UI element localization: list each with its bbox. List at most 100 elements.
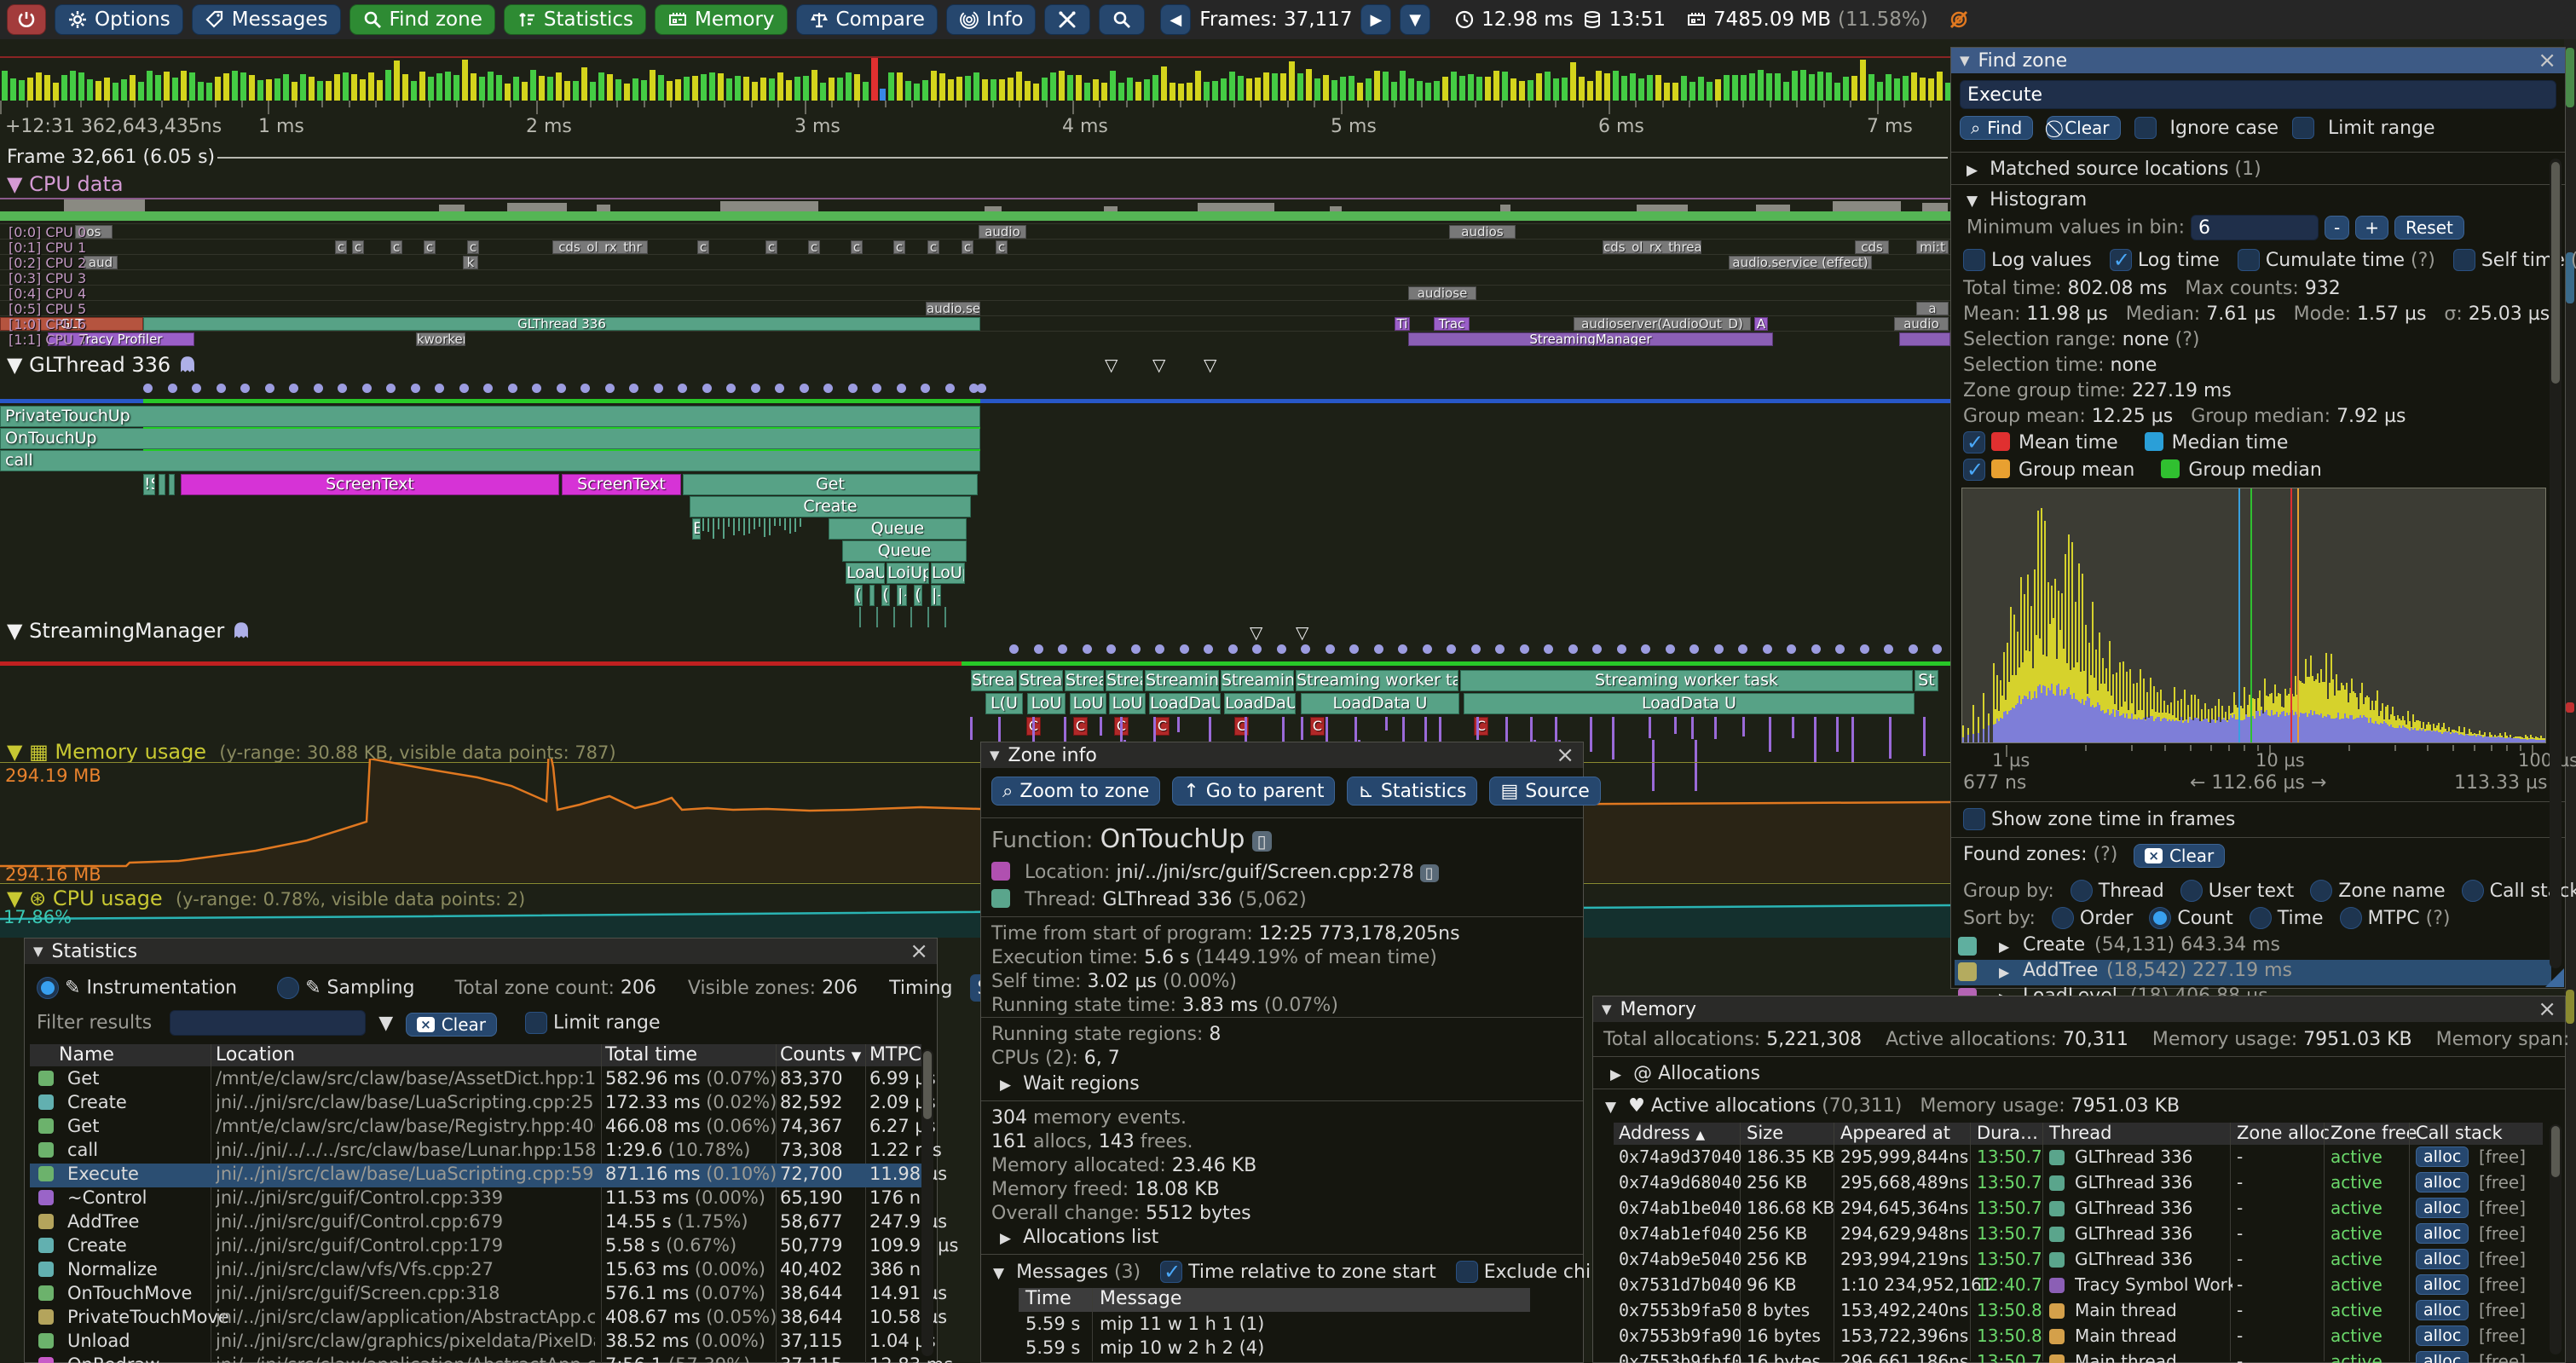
frame-bar[interactable] <box>1314 78 1320 101</box>
table-row[interactable]: OnRedraw jni/../jni/src/claw/application/… <box>30 1354 953 1363</box>
sample-dot[interactable] <box>977 384 986 393</box>
frame-bar[interactable] <box>1408 78 1414 101</box>
col-size[interactable]: Size <box>1747 1123 1784 1143</box>
info-button[interactable]: Info <box>945 4 1037 35</box>
alloc-callstack-button[interactable]: alloc <box>2416 1172 2469 1193</box>
frame-dropdown-button[interactable]: ▼ <box>1400 4 1431 35</box>
frame-bar[interactable] <box>1238 76 1244 101</box>
frame-bar[interactable] <box>1843 77 1849 101</box>
table-row[interactable]: Execute jni/../jni/src/claw/base/LuaScrip… <box>30 1164 947 1187</box>
active-allocations-row[interactable]: ▼ ♥ Active allocations (70,311) Memory u… <box>1605 1095 2180 1117</box>
frame-bar[interactable] <box>777 72 783 101</box>
limit-range-checkbox[interactable] <box>2292 117 2315 139</box>
frame-bar[interactable] <box>1144 79 1150 101</box>
collapsed-zone-marker[interactable]: ▽ <box>1296 622 1309 643</box>
frame-bar[interactable] <box>36 72 42 101</box>
frame-bar[interactable] <box>1272 73 1278 101</box>
frame-bar[interactable] <box>1400 71 1406 101</box>
frame-bar[interactable] <box>1664 83 1670 101</box>
cpu-zone[interactable]: GLT <box>0 317 143 331</box>
frame-bar[interactable] <box>718 73 724 101</box>
messages-button[interactable]: Messages <box>191 4 341 35</box>
frame-bar[interactable] <box>266 79 272 101</box>
streaming-zone[interactable]: Strean <box>971 670 1017 691</box>
streaming-zone[interactable]: St <box>1915 670 1938 691</box>
allocation-row[interactable]: 0x7553b9fa90 16 bytes 153,722,396ns 13:50.8… <box>1614 1325 2543 1351</box>
frame-bar[interactable] <box>667 81 673 101</box>
frame-bar[interactable] <box>598 72 604 101</box>
frame-bar[interactable] <box>360 79 366 101</box>
frame-bar[interactable] <box>351 74 357 101</box>
streaming-zone[interactable]: Streaming worker tas <box>1296 670 1458 691</box>
alloc-callstack-button[interactable]: alloc <box>2416 1198 2469 1218</box>
frame-bar[interactable] <box>104 78 110 101</box>
glthread-zone[interactable]: |- <box>931 585 941 606</box>
cpu-zone[interactable]: c <box>467 240 479 254</box>
frame-bar[interactable] <box>1903 76 1909 101</box>
cpu-zone[interactable]: audiose <box>1408 286 1476 300</box>
frame-bar[interactable] <box>1434 81 1440 101</box>
alloc-callstack-button[interactable]: alloc <box>2416 1300 2469 1320</box>
allocation-row[interactable]: 0x7553b9fa50 8 bytes 153,492,240ns 13:50.8 M… <box>1614 1300 2543 1325</box>
sample-dot[interactable] <box>1131 644 1141 654</box>
streaming-zone[interactable]: C <box>1155 717 1170 736</box>
sample-dot[interactable] <box>459 384 469 393</box>
frame-bar[interactable] <box>897 72 903 101</box>
glthread-zone[interactable]: ScreenText <box>181 474 559 495</box>
sample-dot[interactable] <box>338 384 347 393</box>
sample-dot[interactable] <box>1787 644 1796 654</box>
frame-bar[interactable] <box>1851 76 1857 101</box>
frame-bar[interactable] <box>547 77 553 101</box>
frame-bar[interactable] <box>624 84 630 101</box>
frame-bar[interactable] <box>1638 78 1644 101</box>
frame-bar[interactable] <box>1187 83 1193 101</box>
sample-dot[interactable] <box>1860 644 1869 654</box>
frame-bar[interactable] <box>1570 62 1576 101</box>
frame-bar[interactable] <box>871 56 878 101</box>
frame-bar[interactable] <box>965 76 971 101</box>
frame-bar[interactable] <box>607 74 613 101</box>
frame-bar[interactable] <box>172 78 178 101</box>
frame-bar[interactable] <box>2 71 8 101</box>
frame-bar[interactable] <box>215 77 221 101</box>
frame-bar[interactable] <box>1297 73 1303 101</box>
sample-dot[interactable] <box>1544 644 1553 654</box>
sample-dot[interactable] <box>775 384 784 393</box>
sample-dot[interactable] <box>897 384 906 393</box>
frame-bar[interactable] <box>1357 83 1363 101</box>
table-row[interactable]: Unload jni/../jni/src/claw/graphics/pixel… <box>30 1331 936 1354</box>
sample-dot[interactable] <box>1204 644 1213 654</box>
frame-bar[interactable] <box>240 72 246 101</box>
clipboard-icon[interactable]: ▯ <box>1251 831 1272 852</box>
sample-dot[interactable] <box>726 384 736 393</box>
frame-bar[interactable] <box>274 78 280 101</box>
find-zone-button[interactable]: Find zone <box>349 4 495 35</box>
glthread-zone[interactable]: Queue <box>829 518 967 540</box>
frame-bar[interactable] <box>1374 71 1380 101</box>
frame-bar[interactable] <box>581 67 587 101</box>
frame-bar[interactable] <box>1493 71 1499 101</box>
sort-by-count-radio[interactable] <box>2149 907 2172 929</box>
legend-swatch[interactable] <box>1991 432 2010 451</box>
instrumentation-radio[interactable] <box>37 976 59 999</box>
frame-bar[interactable] <box>189 72 195 101</box>
table-row[interactable]: ~Control jni/../jni/src/guif/Control.cpp:… <box>30 1187 930 1211</box>
find-button[interactable]: ⌕ Find <box>1960 116 2034 140</box>
frame-bar[interactable] <box>1110 71 1116 101</box>
frame-bar[interactable] <box>1536 73 1542 101</box>
frame-bar[interactable] <box>684 77 690 101</box>
sample-dot[interactable] <box>1617 644 1626 654</box>
go-to-parent-button[interactable]: ↑ Go to parent <box>1172 777 1336 806</box>
close-icon[interactable]: × <box>2538 48 2556 73</box>
sample-dot[interactable] <box>1714 644 1724 654</box>
frame-bar[interactable] <box>769 78 775 101</box>
clear-button[interactable]: × Clear <box>406 1012 497 1037</box>
cpu-zone[interactable]: c <box>390 240 402 254</box>
frame-bar[interactable] <box>1800 70 1806 101</box>
streaming-zone[interactable]: LoU <box>1027 693 1066 714</box>
frame-bar[interactable] <box>1263 72 1269 101</box>
frame-bar[interactable] <box>1459 76 1465 101</box>
frame-bar[interactable] <box>1178 84 1184 101</box>
frame-bar[interactable] <box>428 77 434 101</box>
frame-bar[interactable] <box>70 71 76 101</box>
